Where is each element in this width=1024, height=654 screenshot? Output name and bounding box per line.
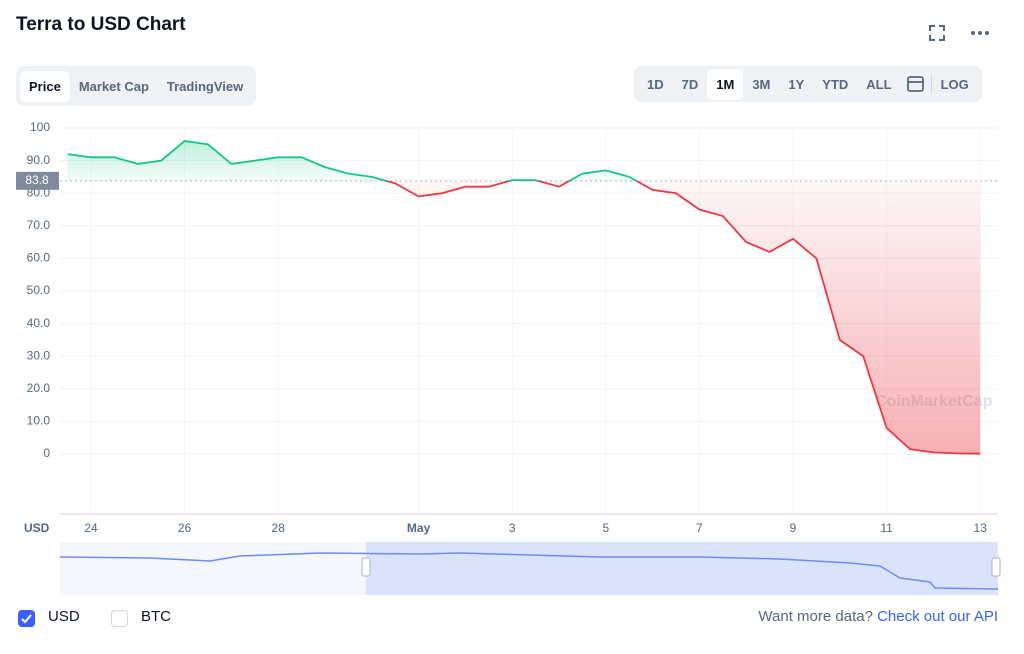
y-tick-label: 100: [30, 120, 50, 134]
tab[interactable]: Price: [20, 70, 70, 102]
x-tick-label: 24: [84, 521, 98, 535]
x-tick-label: May: [407, 521, 431, 535]
range[interactable]: ALL: [866, 76, 892, 92]
divider: [930, 75, 932, 93]
x-tick-label: 7: [696, 521, 703, 535]
x-tick-label: 5: [602, 521, 609, 535]
navigator-line: [59, 552, 999, 590]
legend-label: BTC: [141, 608, 171, 625]
y-tick-label: 30.0: [27, 348, 51, 362]
x-tick-label: 11: [880, 521, 893, 535]
y-axis-label: USD: [24, 521, 50, 535]
y-tick-label: 0: [43, 446, 50, 460]
checkbox[interactable]: [111, 610, 128, 627]
navigator-selection[interactable]: [366, 542, 998, 595]
calendar-icon[interactable]: [901, 74, 931, 94]
tab[interactable]: TradingView: [166, 78, 244, 94]
y-tick-label: 20.0: [27, 381, 51, 395]
tab-group: Price Market Cap TradingView: [16, 66, 257, 106]
tab[interactable]: Market Cap: [78, 78, 149, 94]
footer-text: Want more data?: [758, 608, 873, 625]
reference-label-bg: [16, 171, 59, 190]
range[interactable]: 3M: [752, 76, 771, 92]
x-tick-label: 26: [178, 521, 192, 535]
x-tick-label: 13: [974, 521, 988, 535]
x-tick-label: 28: [272, 521, 286, 535]
range[interactable]: 7D: [681, 76, 699, 92]
range[interactable]: 1Y: [788, 76, 805, 92]
range-group: 1D 7D 1M 3M 1Y YTD ALL LOG: [634, 66, 982, 102]
y-tick-label: 60.0: [27, 251, 51, 265]
area: [67, 141, 981, 454]
range[interactable]: LOG: [940, 76, 969, 92]
x-tick-label: 3: [509, 521, 516, 535]
y-tick-label: 70.0: [27, 218, 51, 232]
more-icon[interactable]: [971, 31, 989, 35]
footer: Want more data? Check out our API: [758, 608, 998, 625]
legend-label: USD: [48, 608, 80, 625]
api-link[interactable]: Check out our API: [877, 608, 998, 625]
range[interactable]: 1D: [647, 76, 664, 92]
checkbox[interactable]: [18, 610, 35, 627]
y-tick-label: 40.0: [27, 316, 51, 330]
reference-label: 83.8: [25, 173, 49, 187]
y-tick-label: 50.0: [27, 283, 51, 297]
y-tick-label: 90.0: [27, 153, 51, 167]
navigator[interactable]: [59, 542, 1001, 595]
navigator-handle[interactable]: [991, 557, 1001, 577]
price-line: [67, 140, 981, 455]
x-tick-label: 9: [790, 521, 797, 535]
range[interactable]: 1M: [707, 68, 744, 100]
title: Terra to USD Chart: [16, 14, 186, 35]
fullscreen-icon[interactable]: [929, 25, 945, 41]
y-tick-label: 10.0: [27, 414, 51, 428]
navigator-handle[interactable]: [361, 557, 371, 577]
range[interactable]: YTD: [822, 76, 849, 92]
